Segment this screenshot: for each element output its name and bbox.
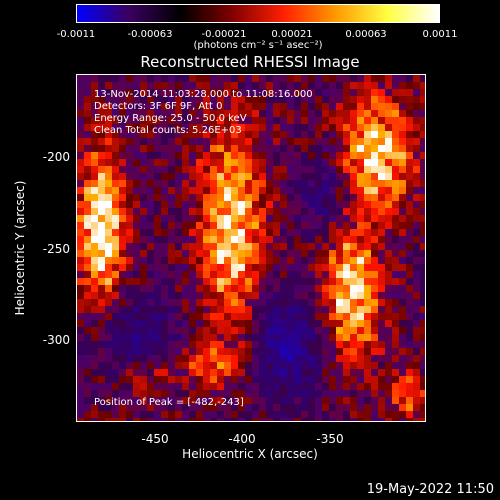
annotation-time-range: 13-Nov-2014 11:03:28.000 to 11:08:16.000 [94,89,313,100]
colorbar [76,4,440,23]
y-tick-label: -200 [42,150,70,164]
colorbar-units-label: (photons cm⁻² s⁻¹ asec⁻²) [193,40,323,51]
x-axis-label: Heliocentric X (arcsec) [182,447,318,461]
x-tick-label: -350 [316,432,344,446]
colorbar-tick: -0.00021 [201,29,247,40]
y-tick-label: -250 [42,242,70,256]
colorbar-tick: -0.00063 [127,29,173,40]
plot-area: 13-Nov-2014 11:03:28.000 to 11:08:16.000… [76,74,426,422]
annotation-peak-position: Position of Peak = [-482,-243] [94,397,244,408]
chart-title: Reconstructed RHESSI Image [140,53,360,71]
x-tick-label: -400 [228,432,256,446]
annotation-detectors: Detectors: 3F 6F 9F, Att 0 [94,101,223,112]
colorbar-tick: 0.0011 [422,29,458,40]
annotation-clean-counts: Clean Total counts: 5.26E+03 [94,125,242,136]
colorbar-tick: -0.0011 [56,29,96,40]
colorbar-tick: 0.00021 [271,29,313,40]
heatmap [77,75,425,421]
annotation-energy-range: Energy Range: 25.0 - 50.0 keV [94,113,247,124]
y-tick-label: -300 [42,333,70,347]
colorbar-tick: 0.00063 [345,29,387,40]
y-axis-label: Heliocentric Y (arcsec) [13,180,27,316]
x-tick-label: -450 [141,432,169,446]
footer-timestamp: 19-May-2022 11:50 [366,482,494,497]
